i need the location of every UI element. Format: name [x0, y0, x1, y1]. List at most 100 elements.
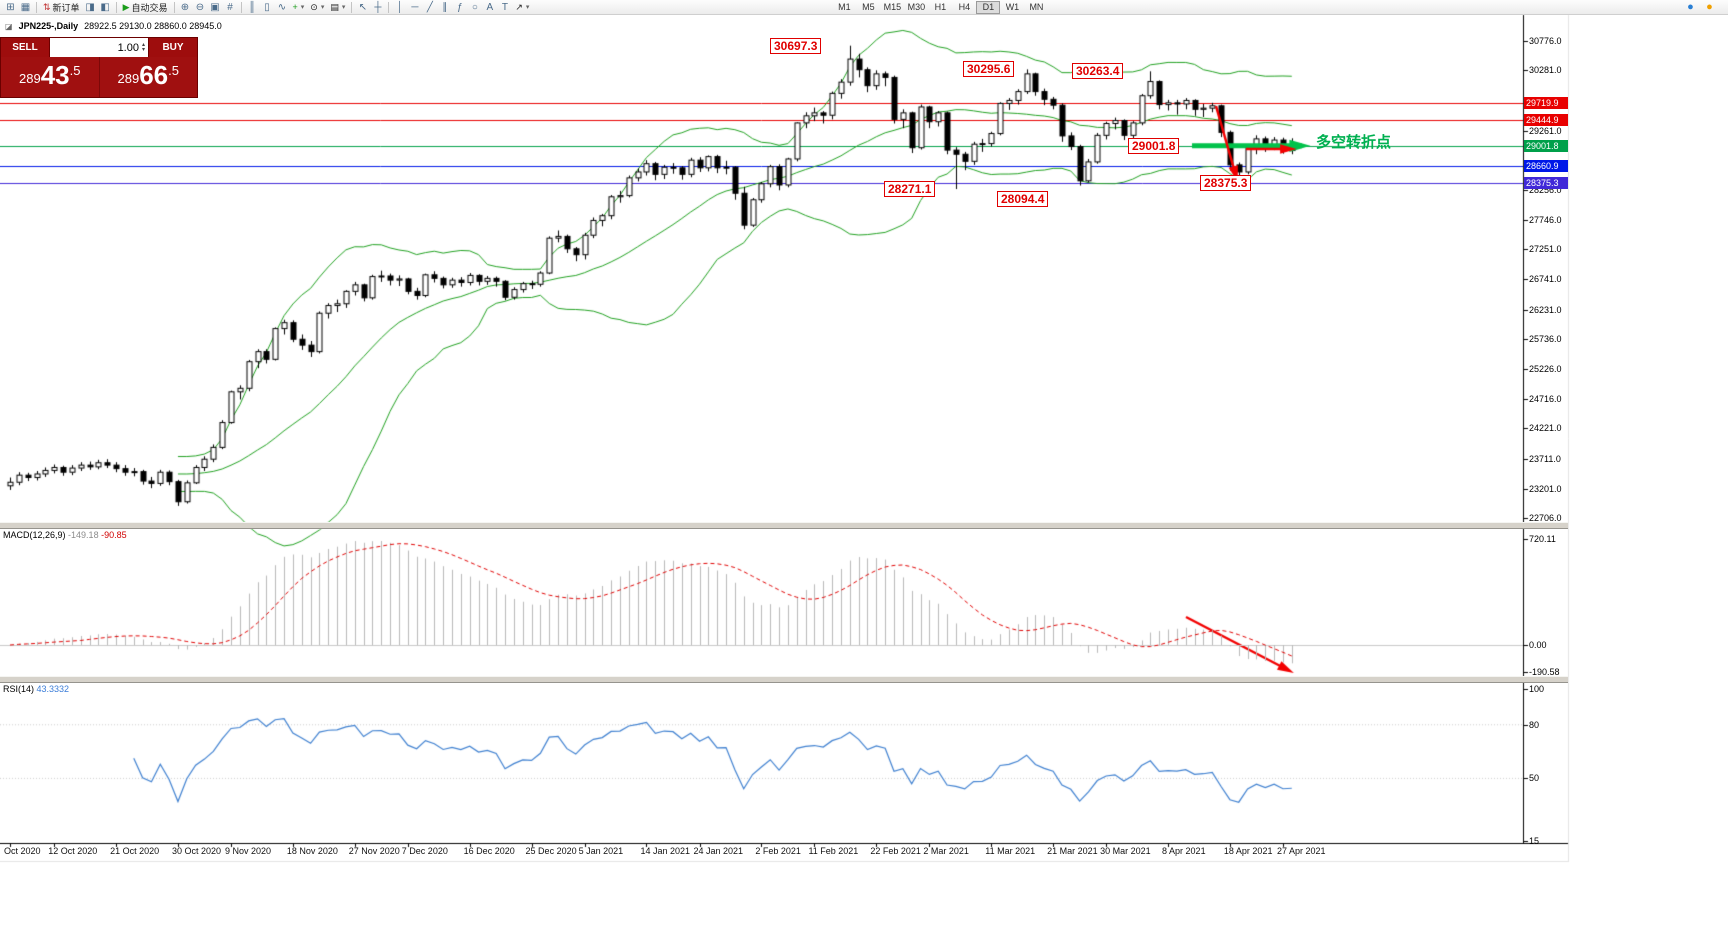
time-axis-label: 12 Oct 2020 — [48, 846, 98, 856]
symbol-period-label: JPN225-,Daily — [18, 21, 79, 31]
sell-button[interactable]: SELL — [1, 38, 49, 57]
tile-windows-icon[interactable]: ▣ — [210, 1, 220, 13]
ask-price[interactable]: 289 66.5 — [98, 57, 197, 97]
price-annotation-label[interactable]: 28375.3 — [1200, 175, 1252, 191]
autotrade-play-icon: ▶ — [122, 1, 130, 12]
volume-spinner[interactable]: ▴ ▾ — [141, 41, 145, 53]
timeframe-mn[interactable]: MN — [1029, 2, 1044, 12]
mql5-community-icon[interactable]: ● — [1687, 1, 1694, 13]
bar-chart-icon[interactable]: ║ — [248, 1, 256, 13]
vertical-line-icon[interactable]: │ — [396, 1, 403, 13]
price-tick-label: 22706.0 — [1529, 512, 1562, 523]
candlestick-chart-icon[interactable]: ▯ — [264, 1, 270, 13]
line-chart-icon[interactable]: ∿ — [277, 1, 287, 13]
price-annotation-label[interactable]: 30295.6 — [963, 61, 1015, 77]
bid-prefix: 289 — [19, 71, 41, 86]
time-axis-label: 2 Mar 2021 — [923, 846, 969, 856]
panel-divider[interactable] — [0, 676, 1568, 683]
chevron-down-icon: ▾ — [300, 4, 305, 11]
periods-icon: ⊙ — [310, 1, 318, 12]
time-axis-label: 25 Dec 2020 — [525, 846, 577, 856]
rsi-tick-label: 15 — [1529, 836, 1540, 846]
profiles-icon[interactable]: ▦ — [20, 1, 31, 13]
text-tool-icon[interactable]: A — [486, 1, 494, 13]
price-tick-label: 23711.0 — [1529, 453, 1561, 464]
indicators-button[interactable]: + ▾ — [290, 1, 308, 14]
rsi-tick-label: 50 — [1529, 773, 1540, 783]
timeframe-h4[interactable]: H4 — [958, 2, 971, 12]
auto-trading-button[interactable]: ▶ 自动交易 — [120, 1, 171, 14]
horizontal-line-icon[interactable]: ─ — [411, 1, 419, 13]
macd-main-value: -149.18 — [68, 530, 99, 540]
navigator-icon[interactable]: ◧ — [100, 1, 110, 13]
bull-bear-turning-point-note[interactable]: 多空转折点 — [1316, 134, 1392, 151]
macd-label: MACD(12,26,9) -149.18 -90.85 — [3, 530, 127, 540]
timeframe-m15[interactable]: M15 — [883, 2, 902, 12]
toolbar-separator — [173, 1, 175, 13]
price-tick-label: 24221.0 — [1529, 423, 1562, 434]
timeframe-w1[interactable]: W1 — [1005, 2, 1020, 12]
grid-icon[interactable]: # — [227, 1, 233, 13]
label-tool-icon[interactable]: T — [501, 1, 508, 13]
cursor-icon[interactable]: ↖ — [358, 1, 368, 13]
toolbar-separator — [388, 1, 390, 13]
indicators-icon: + — [292, 2, 298, 12]
timeframe-d1[interactable]: D1 — [976, 0, 1001, 14]
alerts-icon[interactable]: ● — [1706, 1, 1713, 13]
arrows-tool-button[interactable]: ↗ ▾ — [512, 1, 532, 14]
trendline-icon[interactable]: ╱ — [426, 1, 433, 13]
ask-prefix: 289 — [117, 71, 140, 86]
time-axis-label: 30 Oct 2020 — [171, 846, 221, 856]
time-axis-label: 11 Feb 2021 — [808, 846, 859, 856]
toolbar-separator — [240, 1, 242, 13]
timeframe-m5[interactable]: M5 — [862, 2, 875, 12]
price-tick-label: 25226.0 — [1529, 364, 1562, 374]
time-axis-label: 11 Mar 2021 — [985, 846, 1036, 856]
auto-trading-label: 自动交易 — [131, 2, 168, 13]
time-axis-label: 7 Dec 2020 — [401, 846, 448, 856]
time-axis-label: 18 Nov 2020 — [286, 846, 338, 856]
zoom-out-icon[interactable]: ⊖ — [195, 1, 205, 13]
price-tick-label: 27746.0 — [1529, 215, 1562, 226]
time-axis-label: 2 Feb 2021 — [755, 846, 801, 856]
new-chart-icon[interactable]: ⊞ — [6, 1, 15, 13]
zoom-in-icon[interactable]: ⊕ — [180, 1, 190, 13]
templates-button[interactable]: ▤ ▾ — [327, 1, 348, 14]
ask-fraction: .5 — [168, 63, 179, 78]
volume-input[interactable]: 1.00 ▴ ▾ — [49, 38, 149, 57]
toolbar-separator — [351, 1, 353, 13]
crosshair-icon[interactable]: ┼ — [374, 1, 382, 13]
timeframe-m1[interactable]: M1 — [838, 2, 851, 12]
market-watch-icon[interactable]: ◨ — [85, 1, 95, 13]
time-axis-label: 16 Dec 2020 — [463, 846, 515, 856]
bid-price[interactable]: 289 43.5 — [1, 57, 99, 97]
spinner-up-icon[interactable]: ▴ — [141, 41, 145, 48]
new-order-label: 新订单 — [52, 2, 80, 13]
spinner-down-icon[interactable]: ▾ — [141, 46, 145, 53]
buy-button[interactable]: BUY — [149, 38, 197, 57]
price-annotation-label[interactable]: 29001.8 — [1128, 138, 1180, 154]
price-tick-label: 26741.0 — [1529, 274, 1562, 285]
price-tick-label: 27251.0 — [1529, 244, 1562, 255]
toolbar-right-group: ● ● — [1683, 1, 1725, 14]
price-annotation-label[interactable]: 30697.3 — [770, 38, 822, 54]
timeframe-h1[interactable]: H1 — [934, 2, 947, 12]
price-annotation-label[interactable]: 28094.4 — [997, 191, 1049, 207]
periods-button[interactable]: ⊙ ▾ — [307, 1, 327, 14]
time-axis-label: 9 Nov 2020 — [225, 846, 272, 856]
panel-divider[interactable] — [0, 522, 1568, 529]
price-annotation-label[interactable]: 28271.1 — [884, 181, 936, 197]
one-click-trading-panel: SELL 1.00 ▴ ▾ BUY 289 43.5 289 66.5 — [0, 37, 198, 98]
price-annotation-label[interactable]: 30263.4 — [1072, 63, 1124, 79]
macd-tick-label: -190.58 — [1529, 667, 1560, 677]
rsi-value: 43.3332 — [36, 684, 70, 694]
timeframe-m30[interactable]: M30 — [907, 2, 926, 12]
channel-icon[interactable]: ∥ — [442, 1, 448, 13]
time-axis-label: Oct 2020 — [4, 846, 41, 856]
time-axis-label: 21 Mar 2021 — [1047, 846, 1098, 856]
new-order-button[interactable]: ⇅ 新订单 — [40, 1, 83, 14]
shapes-icon[interactable]: ○ — [471, 1, 478, 13]
fibonacci-icon[interactable]: ƒ — [457, 1, 463, 13]
